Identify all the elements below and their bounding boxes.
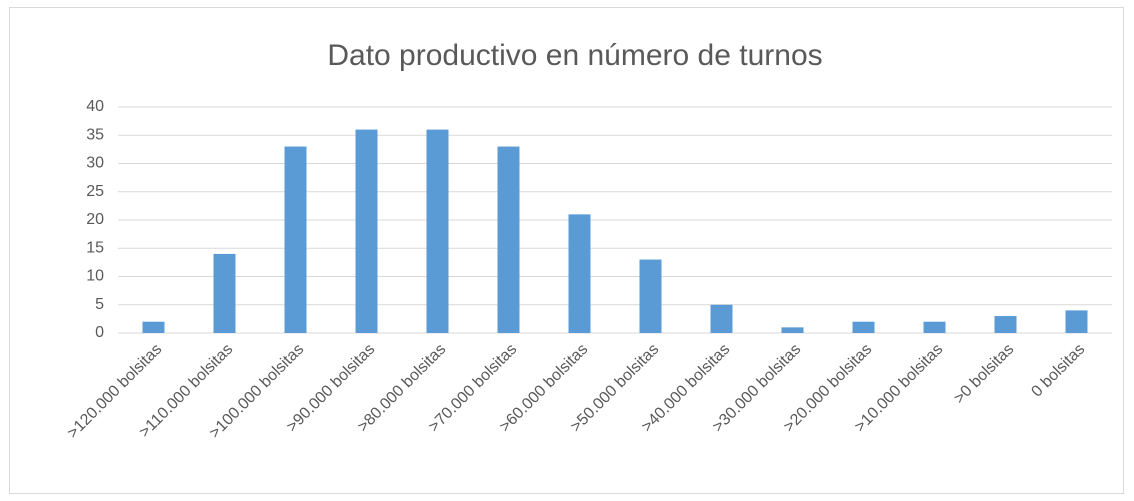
bar (923, 321, 946, 333)
bar (355, 129, 378, 333)
bar (639, 259, 662, 333)
y-tick-label: 5 (95, 296, 104, 313)
y-tick-label: 40 (86, 98, 104, 115)
bar (426, 129, 449, 333)
y-tick-label: 10 (86, 268, 104, 285)
y-tick-label: 0 (95, 324, 104, 341)
bar (142, 321, 165, 333)
y-tick-label: 30 (86, 155, 104, 172)
bar (1065, 310, 1088, 333)
y-tick-label: 15 (86, 239, 104, 256)
chart-border (9, 7, 1124, 494)
y-tick-label: 35 (86, 126, 104, 143)
bar (994, 316, 1017, 333)
bar (568, 214, 591, 333)
bar (213, 253, 236, 333)
y-tick-label: 25 (86, 183, 104, 200)
y-tick-label: 20 (86, 211, 104, 228)
bar (497, 146, 520, 333)
bar (710, 304, 733, 333)
bar (852, 321, 875, 333)
bar (781, 327, 804, 333)
bar (284, 146, 307, 333)
chart-title: Dato productivo en número de turnos (327, 39, 822, 72)
